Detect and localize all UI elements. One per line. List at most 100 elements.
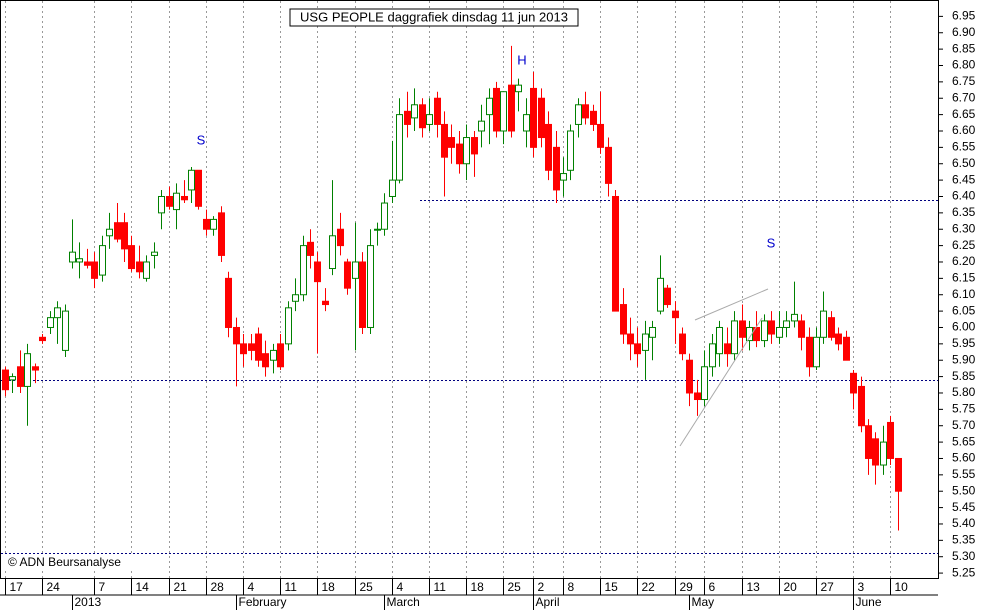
candle-body — [508, 84, 515, 132]
candle-body — [84, 261, 91, 266]
candle-body — [553, 146, 560, 191]
month-label: April — [536, 595, 560, 609]
candle-body — [233, 326, 240, 345]
candle-body — [54, 307, 61, 319]
candle-body — [828, 317, 835, 338]
chart-title: USG PEOPLE daggrafiek dinsdag 11 jun 201… — [300, 9, 568, 24]
y-tick-label: 5.55 — [952, 467, 976, 481]
candle-body — [448, 137, 455, 148]
candle-body — [515, 84, 522, 93]
candle-body — [39, 336, 46, 342]
candle-body — [195, 169, 202, 207]
candle-body — [344, 261, 351, 289]
y-tick-label: 5.25 — [952, 565, 976, 579]
y-tick-label: 6.55 — [952, 140, 976, 154]
title-box — [289, 8, 579, 27]
candle-body — [270, 349, 277, 361]
candle-body — [612, 195, 619, 312]
y-tick-label: 5.70 — [952, 418, 976, 432]
candle-body — [456, 143, 463, 165]
candle-body — [419, 104, 426, 129]
y-tick-label: 5.60 — [952, 451, 976, 465]
candle-body — [314, 261, 321, 283]
candle-body — [166, 195, 173, 207]
month-label: March — [387, 595, 420, 609]
candle-body — [136, 261, 143, 273]
x-tick-label: 21 — [174, 580, 188, 594]
x-tick-label: 29 — [680, 580, 694, 594]
candle-body — [820, 310, 827, 338]
y-tick-label: 5.65 — [952, 434, 976, 448]
candle-body — [76, 258, 83, 263]
candle-body — [277, 343, 284, 368]
candle-body — [426, 114, 433, 125]
month-label: May — [692, 595, 715, 609]
candle-body — [530, 87, 537, 148]
y-tick-label: 5.90 — [952, 352, 976, 366]
candle-body — [486, 97, 493, 116]
candle-body — [850, 372, 857, 394]
y-tick-label: 6.25 — [952, 238, 976, 252]
candle-body — [791, 313, 798, 322]
candle-body — [672, 310, 679, 319]
y-tick-label: 6.05 — [952, 303, 976, 317]
source-bg — [2, 555, 142, 570]
annotation: S — [197, 132, 206, 147]
candle-body — [210, 218, 217, 230]
candle-body — [114, 222, 121, 240]
candle-body — [493, 87, 500, 132]
annotation: H — [517, 52, 526, 67]
month-label: 2013 — [75, 595, 102, 609]
candle-body — [300, 245, 307, 296]
y-tick-label: 6.10 — [952, 287, 976, 301]
candle-body — [590, 110, 597, 125]
y-tick-label: 6.85 — [952, 41, 976, 55]
y-tick-label: 6.75 — [952, 74, 976, 88]
candle-body — [858, 385, 865, 427]
y-tick-label: 5.80 — [952, 385, 976, 399]
candle-body — [761, 320, 768, 342]
y-tick-label: 6.80 — [952, 58, 976, 72]
candle-body — [657, 277, 664, 312]
candle-body — [329, 235, 336, 270]
candle-body — [359, 261, 366, 328]
x-tick-label: 28 — [211, 580, 225, 594]
y-tick-label: 6.95 — [952, 9, 976, 23]
x-tick-label: 15 — [605, 580, 619, 594]
source: © ADN Beursanalyse — [8, 555, 121, 569]
candle-body — [158, 195, 165, 214]
month-label: June — [856, 595, 882, 609]
candle-body — [441, 123, 448, 158]
candle-body — [471, 137, 478, 155]
candle-body — [731, 320, 738, 355]
candle-body — [649, 326, 656, 338]
y-tick-label: 6.20 — [952, 254, 976, 268]
candle-body — [642, 333, 649, 351]
plot-frame — [0, 0, 939, 579]
x-tick-label: 22 — [642, 580, 656, 594]
x-tick-label: 18 — [322, 580, 336, 594]
candle-body — [895, 457, 902, 492]
candle-body — [188, 169, 195, 191]
candle-body — [151, 251, 158, 256]
candle-body — [292, 294, 299, 302]
x-tick-label: 14 — [136, 580, 150, 594]
candle-body — [783, 320, 790, 328]
candle-body — [887, 421, 894, 459]
x-tick-label: 4 — [397, 580, 404, 594]
candle-body — [181, 195, 188, 201]
candle-body — [813, 336, 820, 368]
candle-body — [285, 307, 292, 345]
x-tick-label: 20 — [784, 580, 798, 594]
y-tick-label: 6.50 — [952, 156, 976, 170]
candle-body — [768, 320, 775, 335]
candle-body — [128, 245, 135, 270]
y-tick-label: 5.40 — [952, 516, 976, 530]
y-tick-label: 5.45 — [952, 500, 976, 514]
trend-line — [679, 317, 763, 447]
candle-body — [91, 261, 98, 279]
candle-body — [404, 110, 411, 125]
candle-body — [709, 343, 716, 368]
x-tick-label: 13 — [747, 580, 761, 594]
y-tick-label: 5.35 — [952, 533, 976, 547]
